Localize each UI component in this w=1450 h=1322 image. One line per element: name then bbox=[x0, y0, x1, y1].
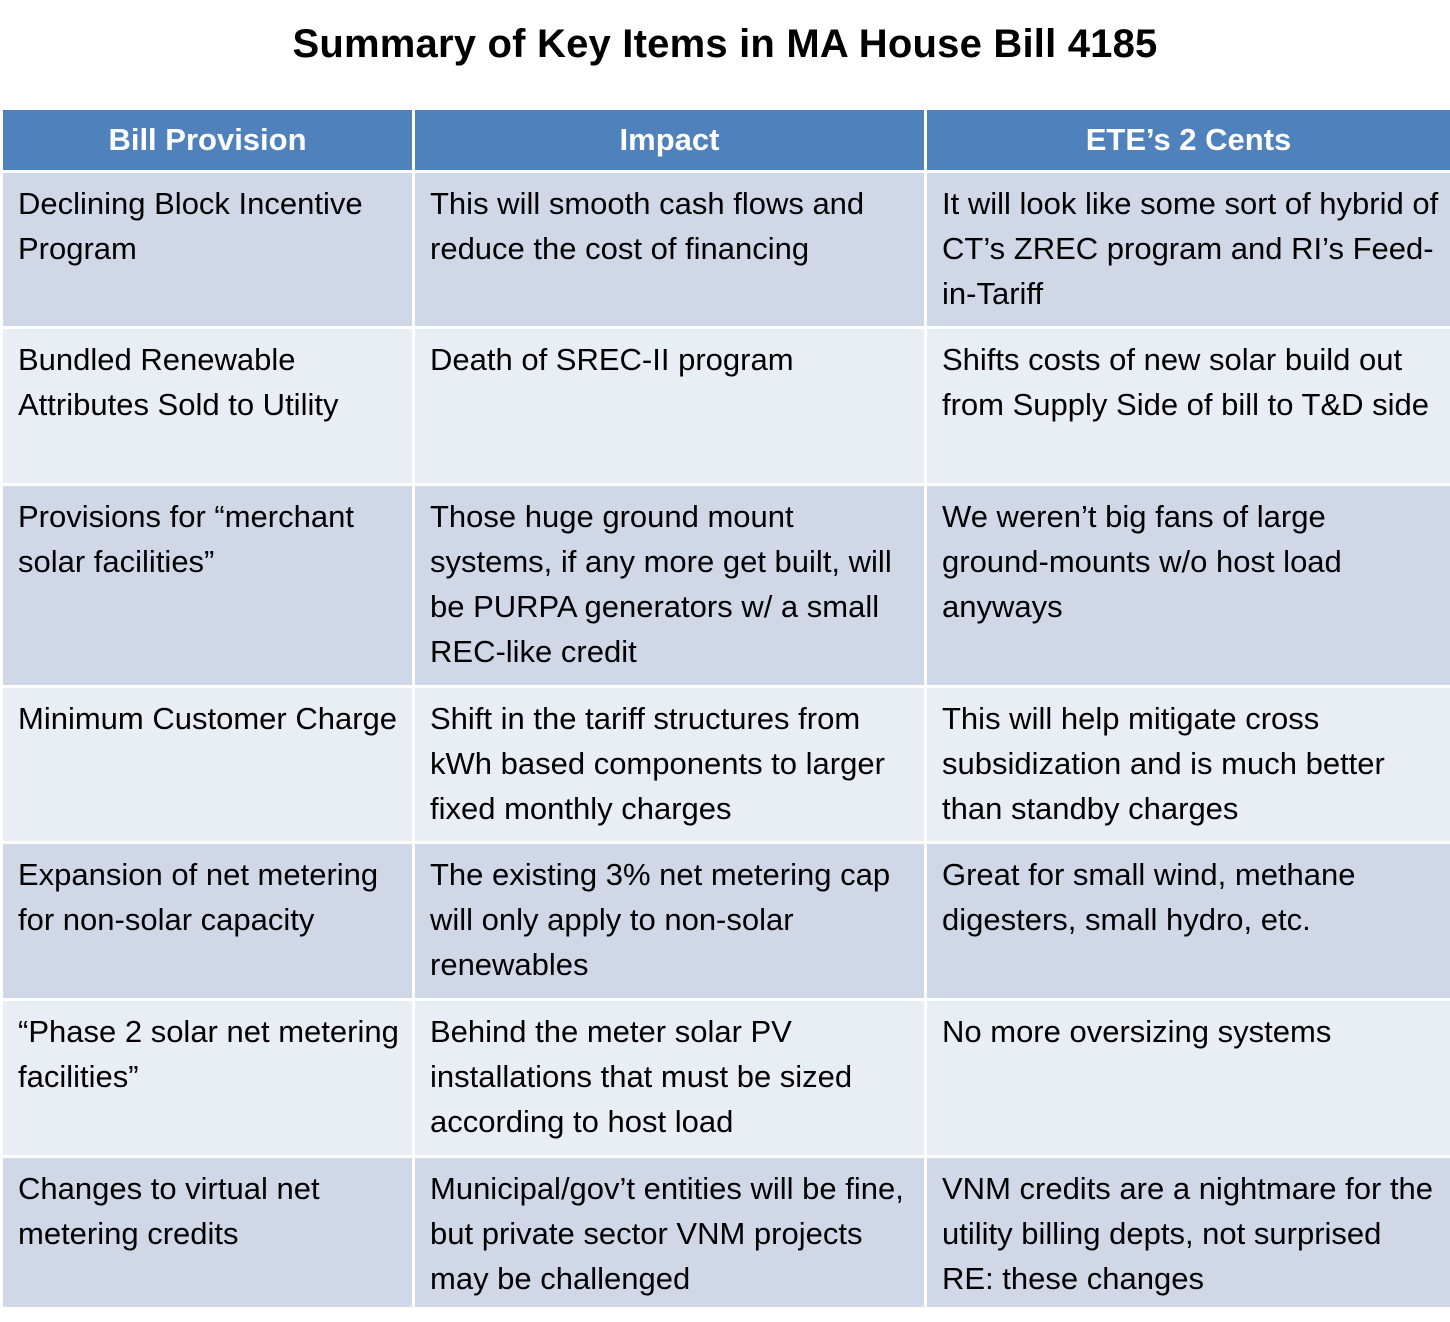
cell-bill-provision: Bundled Renewable Attributes Sold to Uti… bbox=[0, 326, 415, 486]
cell-ete-2-cents: We weren’t big fans of large ground-moun… bbox=[924, 483, 1450, 688]
cell-impact: The existing 3% net metering cap will on… bbox=[412, 841, 927, 1001]
cell-impact: Behind the meter solar PV installations … bbox=[412, 998, 927, 1158]
column-header-ete-2-cents: ETE’s 2 Cents bbox=[924, 107, 1450, 173]
cell-bill-provision: Expansion of net metering for non-solar … bbox=[0, 841, 415, 1001]
cell-ete-2-cents: Shifts costs of new solar build out from… bbox=[924, 326, 1450, 486]
table-row: Minimum Customer Charge Shift in the tar… bbox=[0, 685, 1450, 844]
column-header-impact: Impact bbox=[412, 107, 927, 173]
cell-impact: Those huge ground mount systems, if any … bbox=[412, 483, 927, 688]
table-row: Declining Block Incentive Program This w… bbox=[0, 170, 1450, 329]
cell-impact: Shift in the tariff structures from kWh … bbox=[412, 685, 927, 844]
table-header-row: Bill Provision Impact ETE’s 2 Cents bbox=[0, 107, 1450, 173]
cell-ete-2-cents: This will help mitigate cross subsidizat… bbox=[924, 685, 1450, 844]
cell-bill-provision: Minimum Customer Charge bbox=[0, 685, 415, 844]
table-row: Provisions for “merchant solar facilitie… bbox=[0, 483, 1450, 688]
cell-ete-2-cents: Great for small wind, methane digesters,… bbox=[924, 841, 1450, 1001]
cell-bill-provision: Declining Block Incentive Program bbox=[0, 170, 415, 329]
table-row: Changes to virtual net metering credits … bbox=[0, 1155, 1450, 1310]
cell-ete-2-cents: No more oversizing systems bbox=[924, 998, 1450, 1158]
cell-bill-provision: “Phase 2 solar net metering facilities” bbox=[0, 998, 415, 1158]
cell-impact: This will smooth cash flows and reduce t… bbox=[412, 170, 927, 329]
cell-impact: Municipal/gov’t entities will be fine, b… bbox=[412, 1155, 927, 1310]
page-title: Summary of Key Items in MA House Bill 41… bbox=[292, 22, 1158, 66]
cell-impact: Death of SREC-II program bbox=[412, 326, 927, 486]
cell-bill-provision: Provisions for “merchant solar facilitie… bbox=[0, 483, 415, 688]
cell-bill-provision: Changes to virtual net metering credits bbox=[0, 1155, 415, 1310]
table-row: Bundled Renewable Attributes Sold to Uti… bbox=[0, 326, 1450, 486]
table-row: “Phase 2 solar net metering facilities” … bbox=[0, 998, 1450, 1158]
cell-ete-2-cents: It will look like some sort of hybrid of… bbox=[924, 170, 1450, 329]
cell-ete-2-cents: VNM credits are a nightmare for the util… bbox=[924, 1155, 1450, 1310]
table-row: Expansion of net metering for non-solar … bbox=[0, 841, 1450, 1001]
column-header-bill-provision: Bill Provision bbox=[0, 107, 415, 173]
summary-table: Bill Provision Impact ETE’s 2 Cents Decl… bbox=[0, 107, 1450, 1310]
